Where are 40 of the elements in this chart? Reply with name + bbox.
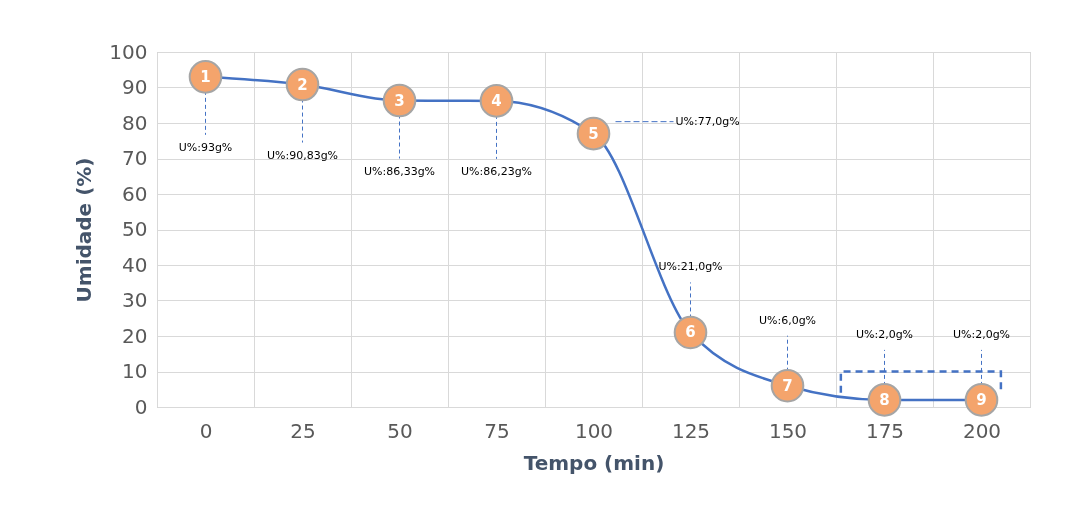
- annotation: 2: [297, 75, 308, 94]
- x-tick-label: 100: [574, 418, 614, 443]
- data-label: U%:21,0g%: [658, 260, 723, 274]
- annotation: 8: [879, 390, 890, 409]
- x-tick-label: 50: [387, 418, 413, 443]
- annotation: 9: [976, 390, 987, 409]
- data-label: U%:6,0g%: [758, 313, 817, 327]
- y-axis-title: Umidade (%): [72, 157, 97, 303]
- x-tick-label: 75: [484, 418, 510, 443]
- y-tick-label: 40: [122, 252, 148, 277]
- data-label: U%:93g%: [178, 140, 233, 154]
- x-tick-label: 25: [290, 418, 316, 443]
- data-label: U%:90,83g%: [266, 148, 339, 162]
- y-tick-label: 60: [122, 181, 148, 206]
- x-tick-label: 0: [199, 418, 213, 443]
- y-tick-label: 30: [122, 288, 148, 312]
- data-label: U%:86,23g%: [460, 164, 533, 178]
- data-label: U%:2,0g%: [952, 327, 1011, 341]
- annotation: 4: [491, 91, 502, 110]
- y-tick-label: 70: [122, 146, 148, 170]
- data-label: U%:77,0g%: [675, 114, 740, 128]
- x-tick-label: 150: [768, 418, 808, 443]
- y-tick-label: 10: [122, 359, 148, 383]
- x-tick-label: 175: [865, 418, 905, 443]
- annotation: 6: [685, 323, 696, 342]
- x-axis-title: Tempo (min): [523, 450, 665, 475]
- y-tick-label: 50: [122, 217, 148, 241]
- annotation: 1: [200, 67, 211, 86]
- x-tick-label: 125: [671, 418, 711, 443]
- y-tick-label: 100: [109, 39, 148, 64]
- y-tick-label: 20: [122, 323, 148, 348]
- y-tick-label: 90: [122, 75, 148, 99]
- data-label: U%:2,0g%: [855, 327, 914, 341]
- annotation: 7: [782, 376, 793, 395]
- y-tick-label: 80: [122, 110, 148, 135]
- annotation: 5: [588, 124, 599, 143]
- x-tick-label: 200: [962, 418, 1002, 443]
- data-label: U%:86,33g%: [363, 164, 436, 178]
- y-tick-label: 0: [134, 394, 148, 419]
- annotation: 3: [394, 91, 405, 110]
